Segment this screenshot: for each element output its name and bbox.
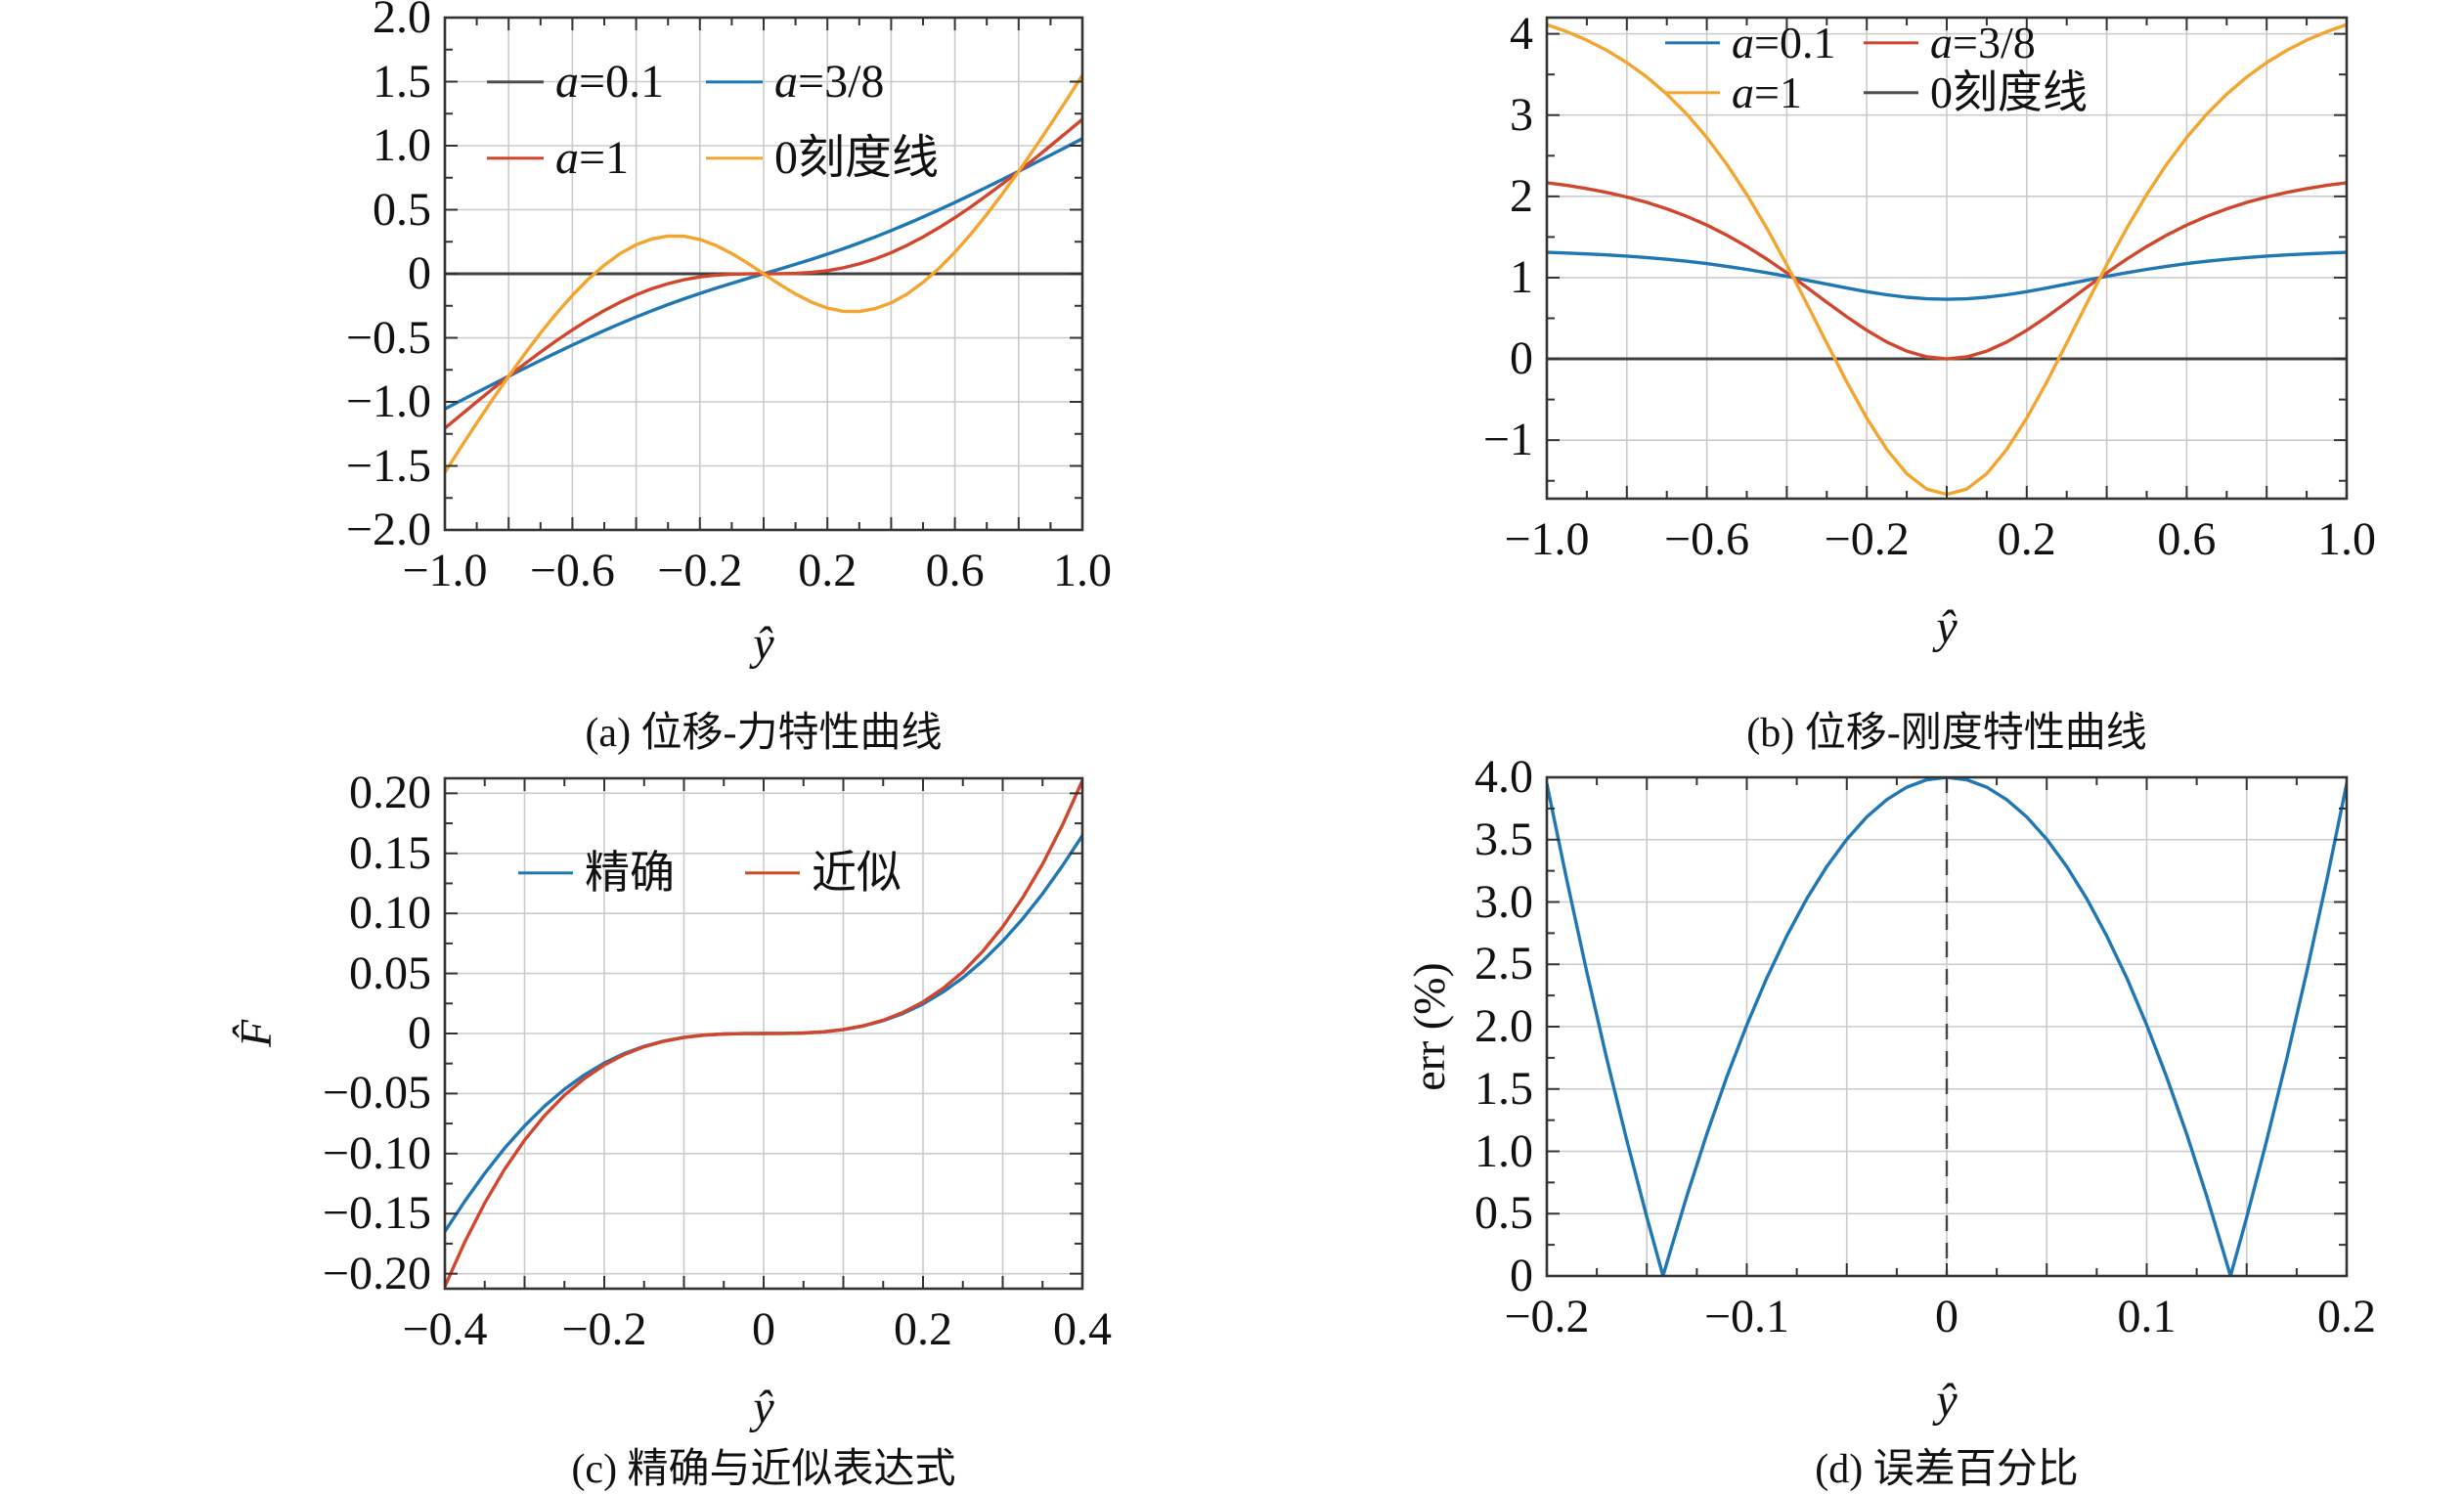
caption-panel-c: (c) 精确与近似表达式 — [571, 1447, 956, 1492]
legend-swatch-gray — [487, 80, 544, 84]
legend-swatch-red — [1864, 41, 1918, 45]
yaxis-label-d: err (%) — [1404, 962, 1454, 1091]
y-tick-label: 1.0 — [373, 119, 431, 171]
legend-swatch-yellow — [1665, 91, 1720, 95]
y-tick-label: −0.5 — [345, 311, 431, 364]
y-tick-label: 0.05 — [349, 946, 431, 999]
y-tick-label: 4.0 — [1474, 751, 1533, 803]
x-tick-label: −0.2 — [1824, 513, 1910, 565]
y-tick-label: 1.5 — [1474, 1062, 1533, 1115]
legend-label: 精确 — [585, 848, 675, 898]
x-tick-label: −0.6 — [529, 545, 615, 596]
legend-label: 0刻度线 — [774, 132, 940, 184]
legend-label: 0刻度线 — [1930, 67, 2088, 117]
x-tick-label: −1.0 — [1504, 513, 1590, 565]
curve-a=0.1 — [1547, 250, 2347, 301]
y-tick-label: 0 — [1510, 1250, 1533, 1301]
xaxis-label-c: ŷ — [753, 1382, 774, 1433]
x-tick-label: 1.0 — [2317, 513, 2376, 565]
y-tick-label: 2.0 — [373, 0, 431, 43]
y-tick-label: 2.5 — [1474, 938, 1533, 990]
panel-b — [1545, 16, 2349, 501]
legend-label: a=1 — [1732, 67, 1802, 117]
legend-label: 近似 — [812, 848, 902, 898]
curve-近似 — [445, 778, 1082, 1289]
y-tick-label: 0.5 — [1474, 1187, 1533, 1240]
y-tick-label: −1.5 — [345, 439, 431, 492]
y-tick-label: 4 — [1510, 7, 1533, 60]
xaxis-label-d: ŷ — [1936, 1375, 1958, 1427]
x-tick-label: −1.0 — [402, 545, 488, 596]
y-tick-label: 1.0 — [1474, 1124, 1533, 1177]
x-tick-label: 1.0 — [1053, 545, 1112, 596]
caption-panel-d: (d) 误差百分比 — [1815, 1447, 2079, 1492]
x-tick-label: −0.2 — [657, 545, 743, 596]
legend-swatch-red — [745, 871, 800, 875]
caption-panel-a: (a) 位移-力特性曲线 — [585, 711, 943, 756]
curve-a=1 — [445, 73, 1082, 474]
panel-d — [1545, 775, 2349, 1278]
y-tick-label: −0.15 — [322, 1187, 431, 1240]
y-tick-label: 0.20 — [349, 767, 431, 819]
legend-swatch-blue — [706, 80, 763, 84]
xaxis-label-a: ŷ — [753, 618, 774, 670]
y-tick-label: 0 — [1510, 332, 1533, 385]
legend-label: a=3/8 — [1930, 18, 2036, 67]
x-tick-label: 0 — [1935, 1291, 1958, 1342]
y-tick-label: 0.10 — [349, 887, 431, 940]
legend-swatch-yellow — [706, 156, 763, 160]
panel-a — [443, 16, 1084, 532]
y-tick-label: 0 — [408, 247, 431, 299]
y-tick-label: −0.05 — [322, 1067, 431, 1120]
x-tick-label: −0.2 — [1504, 1291, 1590, 1342]
y-tick-label: 3 — [1510, 88, 1533, 141]
x-tick-label: 0.2 — [1997, 513, 2056, 565]
y-tick-label: 2.0 — [1474, 1000, 1533, 1052]
y-tick-label: 0.15 — [349, 826, 431, 879]
y-tick-label: 2 — [1510, 169, 1533, 222]
legend-swatch-blue — [518, 871, 573, 875]
x-tick-label: −0.6 — [1664, 513, 1750, 565]
y-tick-label: 1.5 — [373, 55, 431, 108]
legend-label: a=0.1 — [555, 56, 665, 108]
curve-err — [1547, 777, 2347, 1276]
x-tick-label: 0.2 — [798, 545, 858, 596]
x-tick-label: −0.4 — [402, 1303, 488, 1355]
y-tick-label: 3.5 — [1474, 813, 1533, 865]
x-tick-label: −0.2 — [561, 1303, 647, 1355]
x-tick-label: −0.1 — [1703, 1291, 1790, 1342]
caption-panel-b: (b) 位移-刚度特性曲线 — [1746, 711, 2147, 756]
legend-swatch-gray — [1864, 91, 1918, 95]
x-tick-label: 0.4 — [1053, 1303, 1112, 1355]
y-tick-label: 1 — [1510, 250, 1533, 303]
y-tick-label: −0.20 — [322, 1247, 431, 1299]
legend-label: a=0.1 — [1732, 18, 1836, 67]
x-tick-label: 0 — [752, 1303, 775, 1355]
yaxis-label-c: F̂ — [231, 1019, 281, 1048]
x-tick-label: 0.6 — [2157, 513, 2217, 565]
legend-swatch-blue — [1665, 41, 1720, 45]
y-tick-label: −2.0 — [345, 504, 431, 555]
y-tick-label: −0.10 — [322, 1126, 431, 1179]
legend-label: a=1 — [555, 132, 630, 184]
y-tick-label: −1 — [1482, 414, 1533, 466]
y-tick-label: 3.0 — [1474, 875, 1533, 928]
panel-c — [443, 776, 1084, 1291]
x-tick-label: 0.2 — [894, 1303, 952, 1355]
x-tick-label: 0.6 — [925, 545, 985, 596]
legend-swatch-red — [487, 156, 544, 160]
xaxis-label-b: ŷ — [1936, 601, 1958, 653]
x-tick-label: 0.2 — [2317, 1291, 2376, 1342]
x-tick-label: 0.1 — [2117, 1291, 2177, 1342]
curve-a=3/8 — [1547, 181, 2347, 361]
y-tick-label: 0.5 — [373, 183, 431, 236]
legend-label: a=3/8 — [774, 56, 885, 108]
y-tick-label: 0 — [408, 1007, 431, 1059]
y-tick-label: −1.0 — [345, 375, 431, 427]
